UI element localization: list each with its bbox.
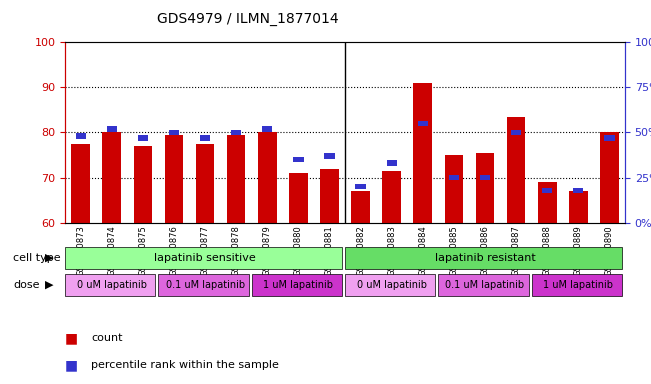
Text: 0 uM lapatinib: 0 uM lapatinib xyxy=(77,280,146,290)
Bar xyxy=(320,169,339,223)
FancyBboxPatch shape xyxy=(438,274,529,296)
Bar xyxy=(538,182,557,223)
Bar xyxy=(102,132,121,223)
Bar xyxy=(506,117,525,223)
Bar xyxy=(387,161,397,166)
Bar xyxy=(573,187,583,193)
Bar xyxy=(107,126,117,132)
FancyBboxPatch shape xyxy=(532,274,622,296)
Bar xyxy=(600,132,618,223)
Bar xyxy=(133,146,152,223)
FancyBboxPatch shape xyxy=(65,247,342,270)
Bar xyxy=(165,135,184,223)
Bar xyxy=(604,135,615,141)
Bar xyxy=(231,130,242,135)
Text: lapatinib sensitive: lapatinib sensitive xyxy=(154,253,256,263)
Bar xyxy=(511,130,521,135)
FancyBboxPatch shape xyxy=(252,274,342,296)
Bar xyxy=(324,153,335,159)
Bar xyxy=(382,171,401,223)
Text: 0 uM lapatinib: 0 uM lapatinib xyxy=(357,280,426,290)
Bar xyxy=(476,153,494,223)
Text: ■: ■ xyxy=(65,331,78,345)
Bar xyxy=(480,175,490,180)
Bar xyxy=(258,132,277,223)
Bar xyxy=(76,133,86,139)
Text: 1 uM lapatinib: 1 uM lapatinib xyxy=(544,280,613,290)
Text: count: count xyxy=(91,333,122,343)
Bar xyxy=(445,155,464,223)
Bar xyxy=(169,130,179,135)
FancyBboxPatch shape xyxy=(345,247,622,270)
Bar xyxy=(569,191,588,223)
Text: 1 uM lapatinib: 1 uM lapatinib xyxy=(264,280,333,290)
Text: 0.1 uM lapatinib: 0.1 uM lapatinib xyxy=(165,280,245,290)
Bar xyxy=(413,83,432,223)
Bar xyxy=(542,187,552,193)
Text: GDS4979 / ILMN_1877014: GDS4979 / ILMN_1877014 xyxy=(157,12,338,25)
Text: percentile rank within the sample: percentile rank within the sample xyxy=(91,360,279,370)
Bar xyxy=(262,126,272,132)
Bar xyxy=(293,157,303,162)
Bar xyxy=(227,135,245,223)
Text: 0.1 uM lapatinib: 0.1 uM lapatinib xyxy=(445,280,525,290)
Text: dose: dose xyxy=(13,280,40,290)
Text: lapatinib resistant: lapatinib resistant xyxy=(435,253,535,263)
Bar xyxy=(352,191,370,223)
FancyBboxPatch shape xyxy=(65,274,156,296)
Bar xyxy=(418,121,428,126)
Text: ▶: ▶ xyxy=(44,253,53,263)
Text: cell type: cell type xyxy=(13,253,61,263)
Text: ▶: ▶ xyxy=(44,280,53,290)
FancyBboxPatch shape xyxy=(345,274,436,296)
Bar xyxy=(196,144,214,223)
Bar xyxy=(72,144,90,223)
Bar xyxy=(449,175,459,180)
Bar xyxy=(200,135,210,141)
FancyBboxPatch shape xyxy=(158,274,249,296)
Text: ■: ■ xyxy=(65,358,78,372)
Bar xyxy=(355,184,366,189)
Bar xyxy=(138,135,148,141)
Bar xyxy=(289,173,308,223)
